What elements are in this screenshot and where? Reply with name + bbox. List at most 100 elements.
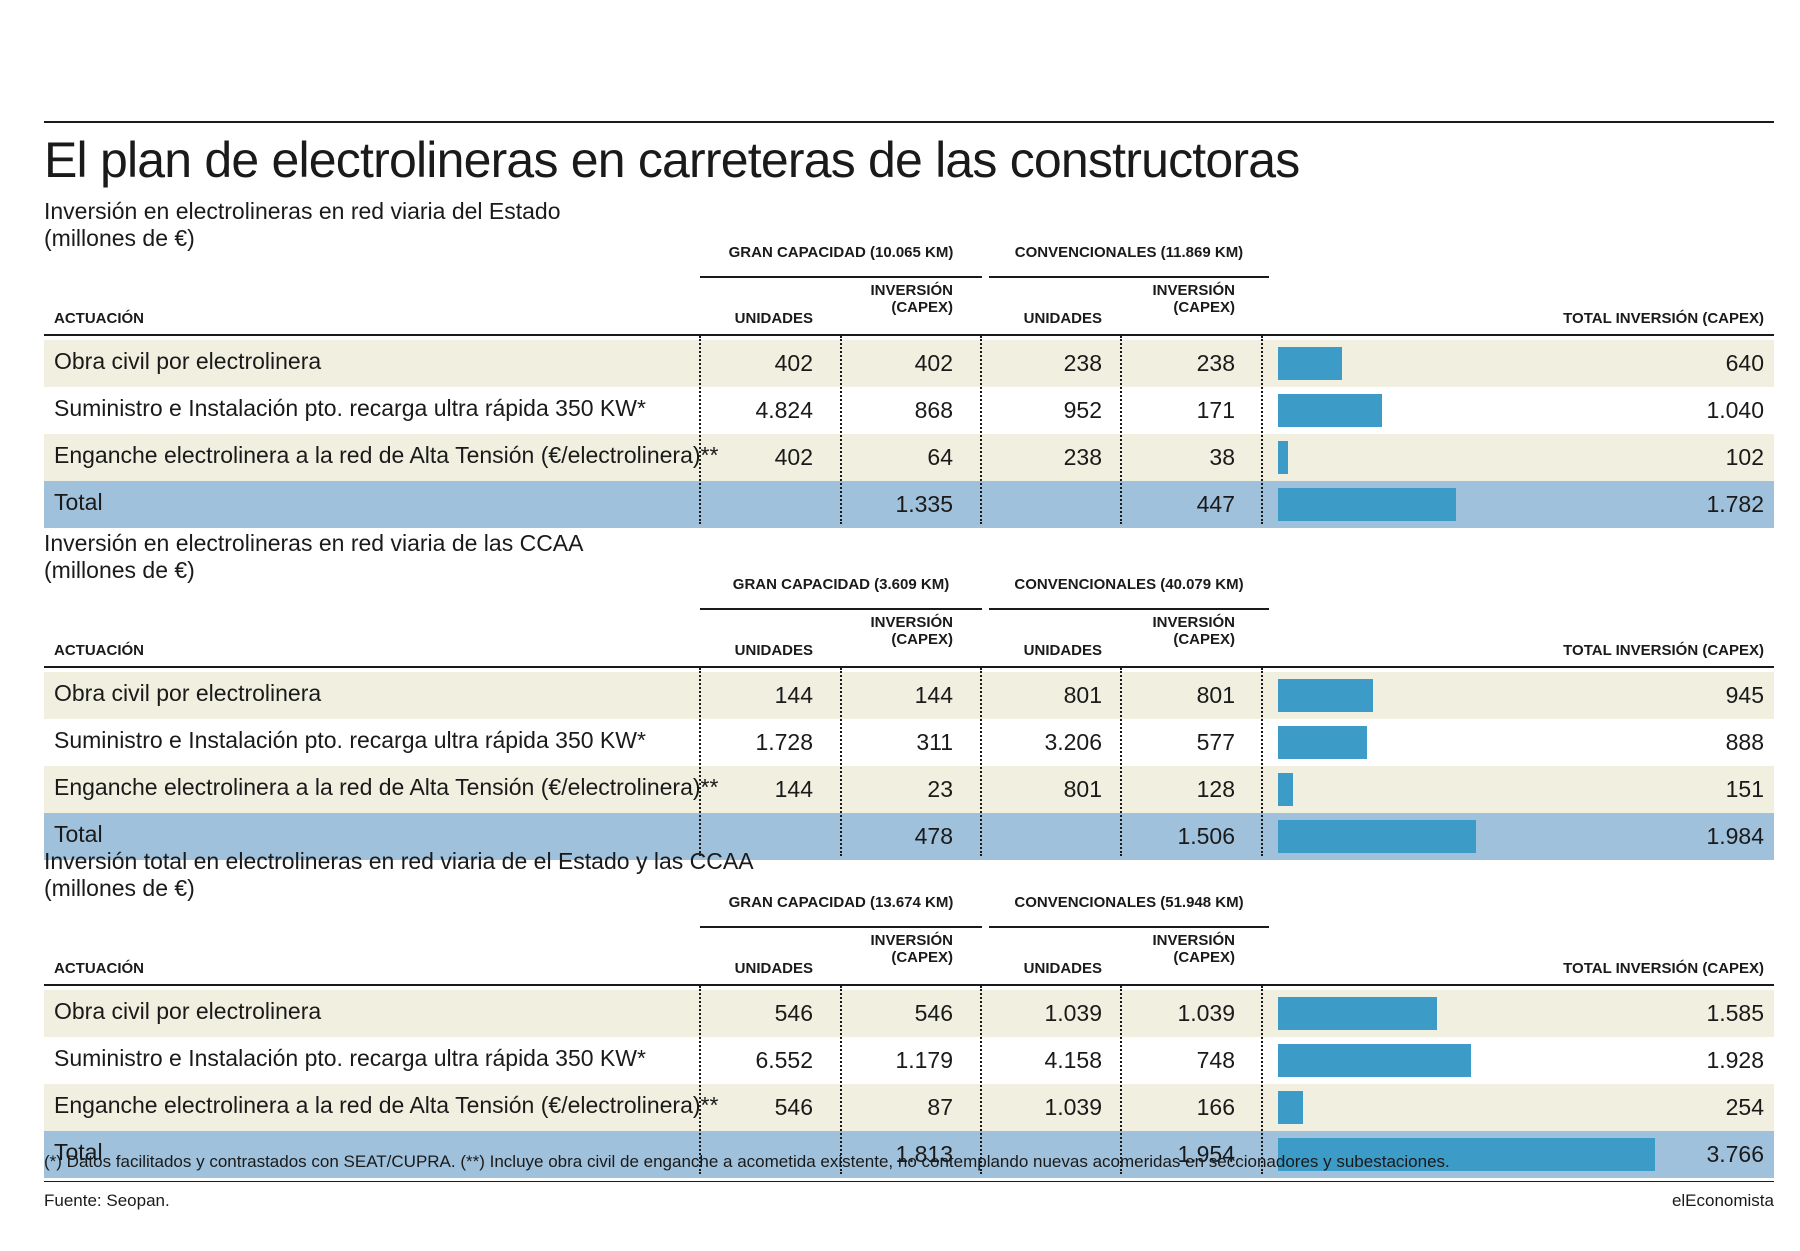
section-subtitle: Inversión total en electrolineras en red… (44, 848, 754, 902)
cell-inversion-convencionales: 801 (1196, 682, 1235, 708)
table-row: Enganche electrolinera a la red de Alta … (44, 766, 1774, 813)
table-row: Enganche electrolinera a la red de Alta … (44, 1084, 1774, 1131)
table-row: Suministro e Instalación pto. recarga ul… (44, 387, 1774, 434)
bar-cell (1278, 813, 1738, 860)
table-row: Suministro e Instalación pto. recarga ul… (44, 1037, 1774, 1084)
cell-inversion-gran-capacidad: 868 (914, 397, 953, 423)
cell-inversion-convencionales: 447 (1196, 491, 1235, 517)
section-subtitle-line: Inversión total en electrolineras en red… (44, 848, 754, 874)
cell-inversion-gran-capacidad: 144 (914, 682, 953, 708)
group-header-gran-capacidad: GRAN CAPACIDAD (13.674 KM) (700, 892, 982, 928)
table-row: Obra civil por electrolinera 402 402 238 238… (44, 340, 1774, 387)
column-divider (1120, 336, 1122, 524)
cell-unidades-convencionales: 238 (1063, 444, 1102, 470)
table-row: Enganche electrolinera a la red de Alta … (44, 434, 1774, 481)
column-header-capex-line: (CAPEX) (891, 949, 953, 966)
row-label: Suministro e Instalación pto. recarga ul… (54, 727, 646, 753)
cell-inversion-gran-capacidad: 1.179 (895, 1047, 953, 1073)
cell-total-inversion: 1.984 (1706, 823, 1764, 849)
row-label: Enganche electrolinera a la red de Alta … (54, 442, 719, 468)
row-label: Suministro e Instalación pto. recarga ul… (54, 1045, 646, 1071)
row-label: Total (54, 1139, 103, 1165)
cell-inversion-gran-capacidad: 23 (927, 776, 953, 802)
column-header-unidades: UNIDADES (1023, 960, 1102, 977)
section-total: Inversión total en electrolineras en red… (44, 848, 1774, 1178)
column-header-actuacion: ACTUACIÓN (54, 310, 144, 327)
cell-unidades-convencionales: 3.206 (1044, 729, 1102, 755)
cell-total-inversion: 640 (1725, 350, 1764, 376)
column-divider (1261, 668, 1263, 856)
bar (1278, 347, 1342, 380)
section-unit-line: (millones de €) (44, 225, 195, 251)
column-divider (840, 336, 842, 524)
cell-total-inversion: 1.782 (1706, 491, 1764, 517)
cell-unidades-convencionales: 801 (1063, 776, 1102, 802)
bar-cell (1278, 340, 1738, 387)
bar (1278, 726, 1367, 759)
column-header-inversion-line: INVERSIÓN (870, 282, 953, 299)
bar-cell (1278, 990, 1738, 1037)
cell-inversion-convencionales: 38 (1209, 444, 1235, 470)
cell-inversion-convencionales: 748 (1196, 1047, 1235, 1073)
cell-inversion-gran-capacidad: 1.813 (895, 1141, 953, 1167)
column-divider (1120, 668, 1122, 856)
cell-total-inversion: 1.040 (1706, 397, 1764, 423)
group-header-convencionales: CONVENCIONALES (11.869 KM) (989, 242, 1269, 278)
column-header-inversion: INVERSIÓN (CAPEX) (1126, 282, 1235, 334)
cell-total-inversion: 1.928 (1706, 1047, 1764, 1073)
column-header-total-inversion: TOTAL INVERSIÓN (CAPEX) (1563, 960, 1764, 977)
cell-total-inversion: 151 (1725, 776, 1764, 802)
bottom-rule (44, 1181, 1774, 1182)
cell-inversion-convencionales: 238 (1196, 350, 1235, 376)
cell-total-inversion: 1.585 (1706, 1000, 1764, 1026)
cell-unidades-gran-capacidad: 546 (774, 1094, 813, 1120)
bar (1278, 1091, 1303, 1124)
page-title: El plan de electrolineras en carreteras … (44, 132, 1300, 188)
bar (1278, 773, 1293, 806)
column-divider (699, 986, 701, 1174)
group-header-convencionales: CONVENCIONALES (51.948 KM) (989, 892, 1269, 928)
column-divider (840, 986, 842, 1174)
section-subtitle: Inversión en electrolineras en red viari… (44, 530, 584, 584)
cell-inversion-gran-capacidad: 64 (927, 444, 953, 470)
bar-cell (1278, 1084, 1738, 1131)
cell-inversion-gran-capacidad: 478 (914, 823, 953, 849)
section-subtitle-line: Inversión en electrolineras en red viari… (44, 198, 561, 224)
cell-unidades-convencionales: 801 (1063, 682, 1102, 708)
column-divider (1261, 336, 1263, 524)
section-unit-line: (millones de €) (44, 875, 195, 901)
cell-inversion-convencionales: 128 (1196, 776, 1235, 802)
cell-unidades-convencionales: 1.039 (1044, 1000, 1102, 1026)
row-label: Obra civil por electrolinera (54, 998, 322, 1024)
column-header-inversion-line: INVERSIÓN (1152, 614, 1235, 631)
row-label: Total (54, 821, 103, 847)
source-label: Fuente: Seopan. (44, 1191, 170, 1210)
table-row: Suministro e Instalación pto. recarga ul… (44, 719, 1774, 766)
footnote: (*) Datos facilitados y contrastados con… (44, 1152, 1450, 1171)
cell-inversion-convencionales: 1.506 (1177, 823, 1235, 849)
row-label: Obra civil por electrolinera (54, 680, 322, 706)
bar (1278, 441, 1288, 474)
cell-unidades-convencionales (989, 481, 1102, 528)
bar (1278, 394, 1382, 427)
column-header-inversion: INVERSIÓN (CAPEX) (844, 282, 953, 334)
cell-inversion-convencionales: 577 (1196, 729, 1235, 755)
bar (1278, 997, 1437, 1030)
column-header-inversion-line: INVERSIÓN (870, 614, 953, 631)
cell-unidades-convencionales: 238 (1063, 350, 1102, 376)
group-header-gran-capacidad: GRAN CAPACIDAD (10.065 KM) (700, 242, 982, 278)
column-header-total-inversion: TOTAL INVERSIÓN (CAPEX) (1563, 310, 1764, 327)
cell-unidades-gran-capacidad: 4.824 (755, 397, 813, 423)
column-header-inversion: INVERSIÓN (CAPEX) (1126, 932, 1235, 984)
cell-unidades-gran-capacidad: 402 (774, 444, 813, 470)
cell-unidades-gran-capacidad: 546 (774, 1000, 813, 1026)
column-header-actuacion: ACTUACIÓN (54, 960, 144, 977)
column-header-inversion-line: INVERSIÓN (1152, 932, 1235, 949)
bar-cell (1278, 1131, 1738, 1178)
bar-cell (1278, 481, 1738, 528)
cell-total-inversion: 254 (1725, 1094, 1764, 1120)
cell-unidades-gran-capacidad (700, 481, 813, 528)
group-header-gran-capacidad: GRAN CAPACIDAD (3.609 KM) (700, 574, 982, 610)
cell-unidades-convencionales: 4.158 (1044, 1047, 1102, 1073)
table-row: Obra civil por electrolinera 144 144 801 801… (44, 672, 1774, 719)
